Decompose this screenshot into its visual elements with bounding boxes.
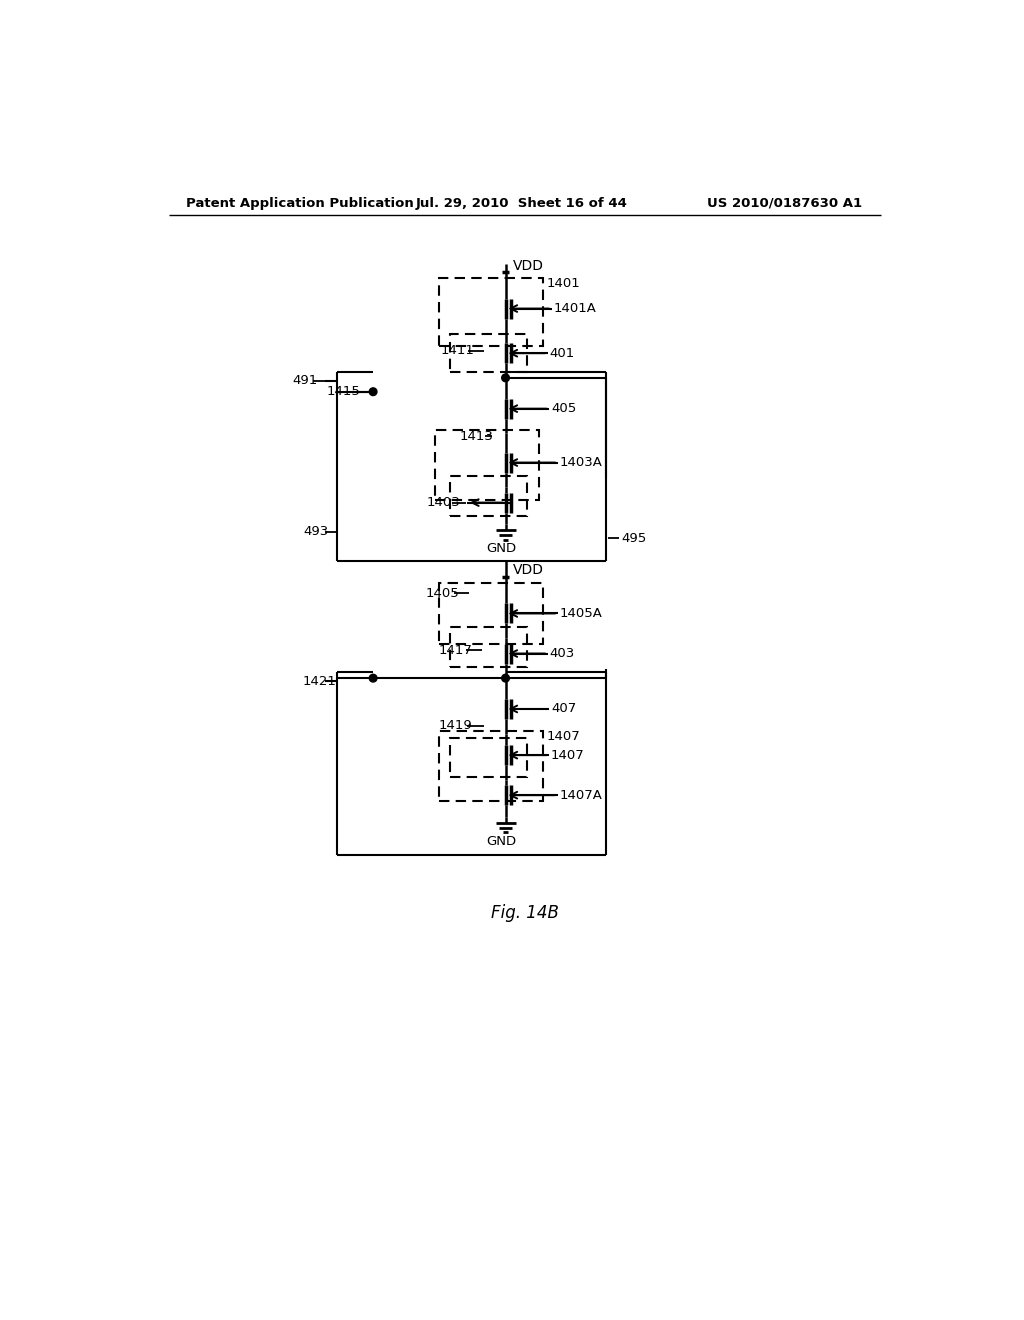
Bar <box>451 334 527 372</box>
Text: 1407A: 1407A <box>559 788 602 801</box>
Text: 1411: 1411 <box>440 345 474 358</box>
Text: VDD: VDD <box>513 259 544 273</box>
Text: VDD: VDD <box>513 564 544 577</box>
Text: Fig. 14B: Fig. 14B <box>490 904 559 921</box>
Text: 1401A: 1401A <box>553 302 596 315</box>
Circle shape <box>502 374 509 381</box>
Circle shape <box>502 675 509 682</box>
Text: 491: 491 <box>292 375 317 388</box>
Text: 493: 493 <box>304 525 329 539</box>
Text: 401: 401 <box>550 347 574 360</box>
Text: GND: GND <box>486 834 516 847</box>
Bar <box>438 277 543 346</box>
Text: 1415: 1415 <box>327 385 360 399</box>
Circle shape <box>370 388 377 396</box>
Bar <box>451 738 527 776</box>
Text: 1421: 1421 <box>303 675 337 688</box>
Text: 403: 403 <box>550 647 574 660</box>
Text: 1419: 1419 <box>438 719 472 733</box>
Text: Patent Application Publication: Patent Application Publication <box>186 197 414 210</box>
Text: 495: 495 <box>622 532 647 545</box>
Text: US 2010/0187630 A1: US 2010/0187630 A1 <box>707 197 861 210</box>
Text: 1401: 1401 <box>547 277 581 290</box>
Text: 1407: 1407 <box>547 730 581 743</box>
Text: 1405A: 1405A <box>559 607 602 620</box>
Text: Jul. 29, 2010  Sheet 16 of 44: Jul. 29, 2010 Sheet 16 of 44 <box>416 197 628 210</box>
Text: 1403A: 1403A <box>559 455 602 469</box>
Text: GND: GND <box>486 543 516 556</box>
Bar <box>438 730 543 801</box>
Circle shape <box>370 675 377 682</box>
Text: 1413: 1413 <box>460 430 494 444</box>
Bar <box>435 430 539 499</box>
Bar <box>451 627 527 668</box>
Text: 405: 405 <box>551 403 577 416</box>
Bar <box>438 582 543 644</box>
Text: 1417: 1417 <box>438 644 472 657</box>
Bar <box>451 477 527 516</box>
Text: 1405: 1405 <box>425 587 459 601</box>
Text: 1407: 1407 <box>551 748 585 762</box>
Text: 407: 407 <box>551 702 577 715</box>
Text: 1403: 1403 <box>426 496 460 510</box>
